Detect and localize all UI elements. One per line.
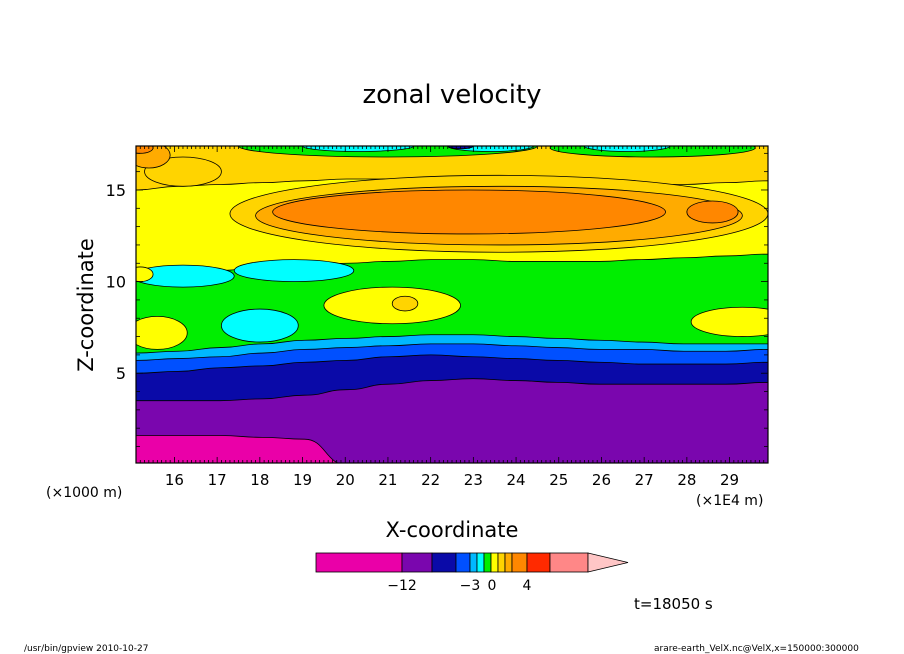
- colorbar-swatch: [469, 552, 478, 573]
- colorbar-swatch: [526, 552, 551, 573]
- footer-right: arare-earth_VelX.nc@VelX,x=150000:300000: [654, 644, 859, 654]
- colorbar-swatch: [476, 552, 485, 573]
- colorbar-tick-label: −12: [387, 578, 417, 594]
- contour-region: [233, 259, 355, 282]
- y-tick-label: 5: [116, 364, 126, 383]
- x-tick-label: 23: [464, 471, 483, 489]
- x-tick-label: 27: [635, 471, 654, 489]
- y-axis-label: Z-coordinate: [74, 238, 98, 372]
- contour-field: [136, 146, 768, 463]
- contour-region: [272, 189, 666, 235]
- colorbar-swatch: [431, 552, 457, 573]
- colorbar-swatch: [483, 552, 492, 573]
- contour-region: [136, 316, 188, 350]
- x-tick-label: 25: [549, 471, 568, 489]
- contour-region: [136, 266, 154, 282]
- contour-region: [391, 295, 419, 312]
- x-tick-label: 18: [250, 471, 269, 489]
- y-axis: 5 10 15: [106, 152, 768, 447]
- x-unit-right: (×1E4 m): [696, 493, 763, 509]
- colorbar-swatch: [401, 552, 433, 573]
- x-tick-label: 22: [421, 471, 440, 489]
- x-tick-label: 16: [165, 471, 184, 489]
- colorbar-swatch: [497, 552, 506, 573]
- x-tick-label: 19: [293, 471, 312, 489]
- colorbar: [315, 552, 629, 573]
- y-tick-label: 10: [106, 273, 126, 292]
- x-unit-left: (×1000 m): [46, 485, 122, 501]
- x-tick-label: 26: [592, 471, 611, 489]
- x-tick-label: 29: [720, 471, 739, 489]
- colorbar-swatch: [455, 552, 471, 573]
- colorbar-swatch: [511, 552, 528, 573]
- colorbar-swatch: [549, 552, 589, 573]
- x-tick-label: 28: [677, 471, 696, 489]
- colorbar-swatch: [490, 552, 499, 573]
- contour-region: [221, 308, 299, 343]
- contour-band--13: [136, 435, 768, 463]
- colorbar-labels: −12 −3 0 4: [387, 578, 531, 594]
- x-tick-label: 17: [208, 471, 227, 489]
- contour-region: [690, 306, 768, 337]
- x-tick-label: 20: [336, 471, 355, 489]
- chart-title: zonal velocity: [362, 80, 541, 110]
- contour-region: [136, 264, 235, 288]
- colorbar-swatch: [315, 552, 403, 573]
- colorbar-tick-label: −3: [460, 578, 481, 594]
- colorbar-tick-label: 4: [523, 578, 532, 594]
- x-tick-label: 24: [507, 471, 526, 489]
- contour-region: [686, 200, 739, 224]
- x-axis: 16 17 18 19 20 21 22 23 24 25 26 27 28 29: [135, 146, 769, 489]
- colorbar-tick-label: 0: [488, 578, 497, 594]
- x-tick-label: 21: [378, 471, 397, 489]
- colorbar-arrow: [587, 552, 629, 573]
- colorbar-swatch: [504, 552, 513, 573]
- y-tick-label: 15: [106, 181, 126, 200]
- x-axis-label: X-coordinate: [386, 518, 519, 542]
- footer-left: /usr/bin/gpview 2010-10-27: [24, 644, 148, 654]
- time-label: t=18050 s: [634, 595, 713, 613]
